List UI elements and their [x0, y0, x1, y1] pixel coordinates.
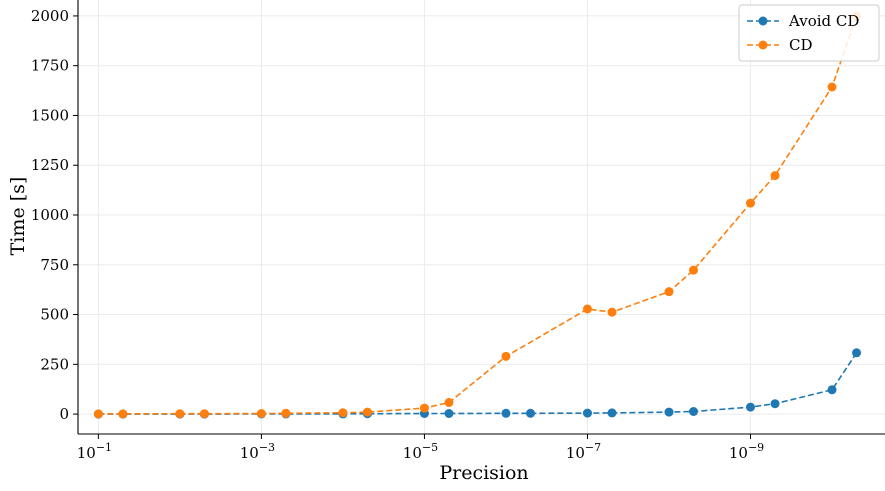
series-layer	[93, 11, 862, 419]
data-point	[770, 399, 780, 409]
legend: Avoid CD CD	[738, 4, 880, 62]
data-point	[444, 408, 454, 418]
y-tick-label: 1750	[31, 57, 69, 75]
data-point	[444, 398, 454, 408]
y-tick-label: 0	[59, 405, 69, 423]
data-point	[501, 408, 511, 418]
data-point	[118, 409, 128, 419]
data-point	[827, 82, 837, 92]
data-point	[664, 407, 674, 417]
y-axis-label: Time [s]	[7, 177, 29, 256]
x-tick-label: 10−1	[77, 441, 112, 462]
data-point	[689, 265, 699, 275]
legend-item: CD	[747, 36, 813, 54]
x-tick-label: 10−9	[729, 441, 764, 462]
x-axis-label: Precision	[439, 462, 528, 484]
data-point	[664, 287, 674, 297]
x-tick-label: 10−7	[566, 441, 601, 462]
legend-marker	[758, 16, 768, 26]
data-point	[827, 385, 837, 395]
y-tick-label: 2000	[31, 7, 69, 25]
data-point	[582, 304, 592, 314]
x-tick-label: 10−3	[240, 441, 275, 462]
y-tick-label: 750	[40, 256, 69, 274]
data-point	[746, 198, 755, 208]
data-point	[582, 408, 592, 418]
legend-box	[738, 4, 880, 62]
y-tick-label: 1500	[31, 106, 69, 124]
data-point	[689, 407, 699, 417]
y-tick-label: 250	[40, 355, 69, 373]
x-tick-label: 10−5	[403, 441, 438, 462]
data-point	[607, 307, 617, 317]
data-point	[175, 409, 185, 419]
data-point	[746, 402, 755, 412]
data-point	[770, 171, 780, 181]
y-tick-label: 1000	[31, 206, 69, 224]
axes: 0 250 500 750 1000 1250 1500 1750 2000 10−1 10−3 10…	[31, 0, 885, 462]
data-point	[338, 408, 348, 418]
series-avoid-cd	[93, 348, 862, 419]
data-point	[281, 408, 291, 418]
data-point	[256, 408, 266, 418]
legend-item: Avoid CD	[747, 12, 859, 30]
data-point	[525, 408, 535, 418]
data-point	[93, 409, 103, 419]
data-point	[362, 407, 372, 417]
legend-marker	[758, 40, 768, 50]
data-point	[607, 408, 617, 418]
data-point	[501, 351, 511, 361]
y-tick-label: 500	[40, 306, 69, 324]
series-line	[98, 352, 858, 415]
legend-label: CD	[789, 36, 813, 54]
data-point	[419, 403, 429, 413]
data-point	[852, 348, 862, 358]
y-tick-label: 1250	[31, 156, 69, 174]
data-point	[199, 409, 209, 419]
grid-lines	[78, 0, 885, 434]
legend-label: Avoid CD	[788, 12, 859, 30]
